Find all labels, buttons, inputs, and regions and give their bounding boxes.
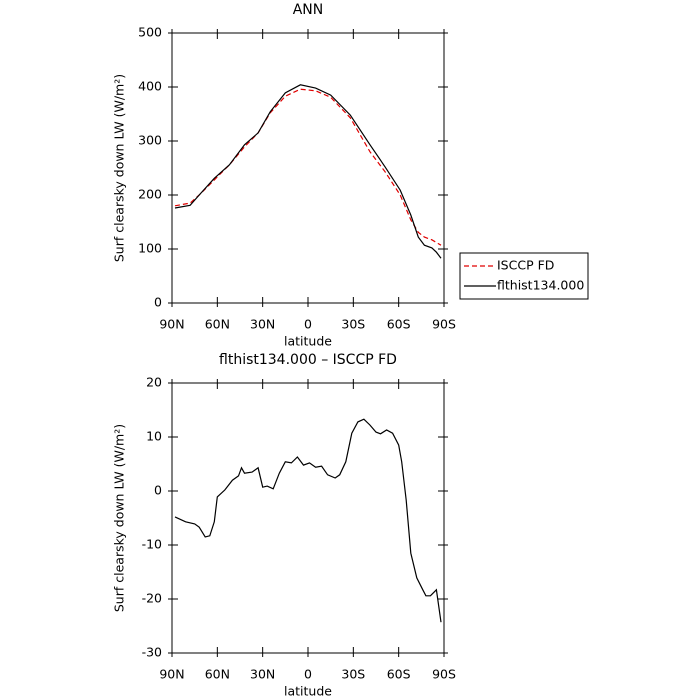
y-tick-label: 200 (138, 187, 162, 202)
y-axis-label: Surf clearsky down LW (W/m²) (112, 424, 127, 612)
x-tick-label: 90S (432, 667, 456, 682)
x-tick-label: 60N (205, 667, 230, 682)
x-tick-label: 60S (387, 667, 411, 682)
y-tick-label: 400 (138, 79, 162, 94)
y-axis-label: Surf clearsky down LW (W/m²) (112, 74, 127, 262)
x-tick-label: 0 (304, 667, 312, 682)
x-tick-label: 30S (341, 317, 365, 332)
x-tick-label: 0 (304, 317, 312, 332)
x-tick-label: 90N (159, 667, 184, 682)
x-axis-label: latitude (284, 684, 332, 699)
x-tick-label: 90S (432, 317, 456, 332)
y-tick-label: 100 (138, 241, 162, 256)
x-tick-label: 60N (205, 317, 230, 332)
x-tick-label: 60S (387, 317, 411, 332)
y-tick-label: 0 (154, 295, 162, 310)
series-line (174, 418, 442, 623)
legend-label: ISCCP FD (497, 258, 554, 273)
series-line (174, 84, 442, 259)
x-tick-label: 30S (341, 667, 365, 682)
y-tick-label: 300 (138, 133, 162, 148)
y-tick-label: 0 (154, 483, 162, 498)
plot-frame (171, 382, 445, 654)
series-line (174, 88, 442, 246)
y-tick-label: -20 (142, 591, 162, 606)
y-tick-label: -30 (142, 645, 162, 660)
y-tick-label: -10 (142, 537, 162, 552)
y-tick-label: 500 (138, 25, 162, 40)
y-tick-label: 10 (146, 429, 162, 444)
plot-frame (171, 32, 445, 304)
x-tick-label: 30N (250, 667, 275, 682)
x-axis-label: latitude (284, 334, 332, 349)
legend-label: flthist134.000 (497, 278, 584, 293)
chart-title: flthist134.000 – ISCCP FD (219, 352, 397, 368)
x-tick-label: 90N (159, 317, 184, 332)
chart-title: ANN (293, 2, 324, 18)
legend-box (459, 252, 589, 300)
y-tick-label: 20 (146, 375, 162, 390)
x-tick-label: 30N (250, 317, 275, 332)
